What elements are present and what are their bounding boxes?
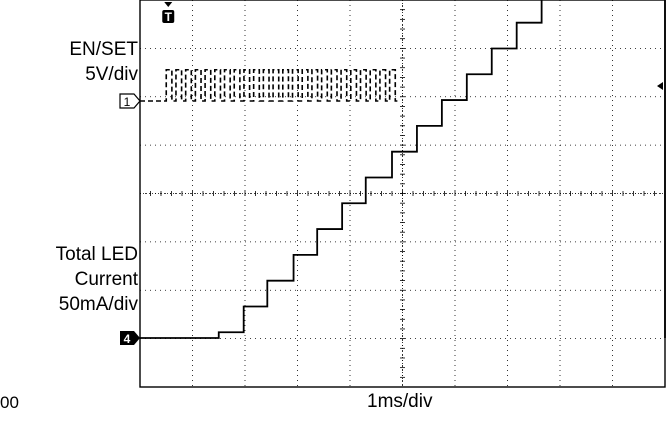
- ch4-led-current-trace: [140, 0, 543, 339]
- ch4-ground-marker: [120, 331, 140, 345]
- trigger-position-icon: [164, 2, 173, 7]
- ch4-marker-label: 4: [124, 332, 131, 346]
- trigger-marker-box: [162, 10, 175, 23]
- ch4-led-current-trace-after-reset: [664, 0, 666, 338]
- ch4-name-line2: Current: [74, 269, 138, 290]
- waveform-traces: [140, 0, 666, 339]
- graticule: [139, 0, 666, 388]
- ch1-scale-label: 5V/div: [85, 64, 138, 85]
- timebase-label: 1ms/div: [367, 391, 433, 412]
- channel-markers: T 1 4: [119, 2, 663, 346]
- ch4-scale-label: 50mA/div: [58, 294, 138, 315]
- left-edge-fragment: 00: [0, 393, 19, 412]
- ch1-name-label: EN/SET: [69, 39, 138, 60]
- trigger-marker-label: T: [165, 10, 173, 24]
- ch1-trigger-level-icon: [657, 82, 663, 90]
- ch1-marker-label: 1: [124, 95, 131, 109]
- ch1-ground-marker: [119, 93, 141, 109]
- ch1-enset-trace: [140, 68, 400, 102]
- ch4-name-line1: Total LED: [55, 244, 138, 265]
